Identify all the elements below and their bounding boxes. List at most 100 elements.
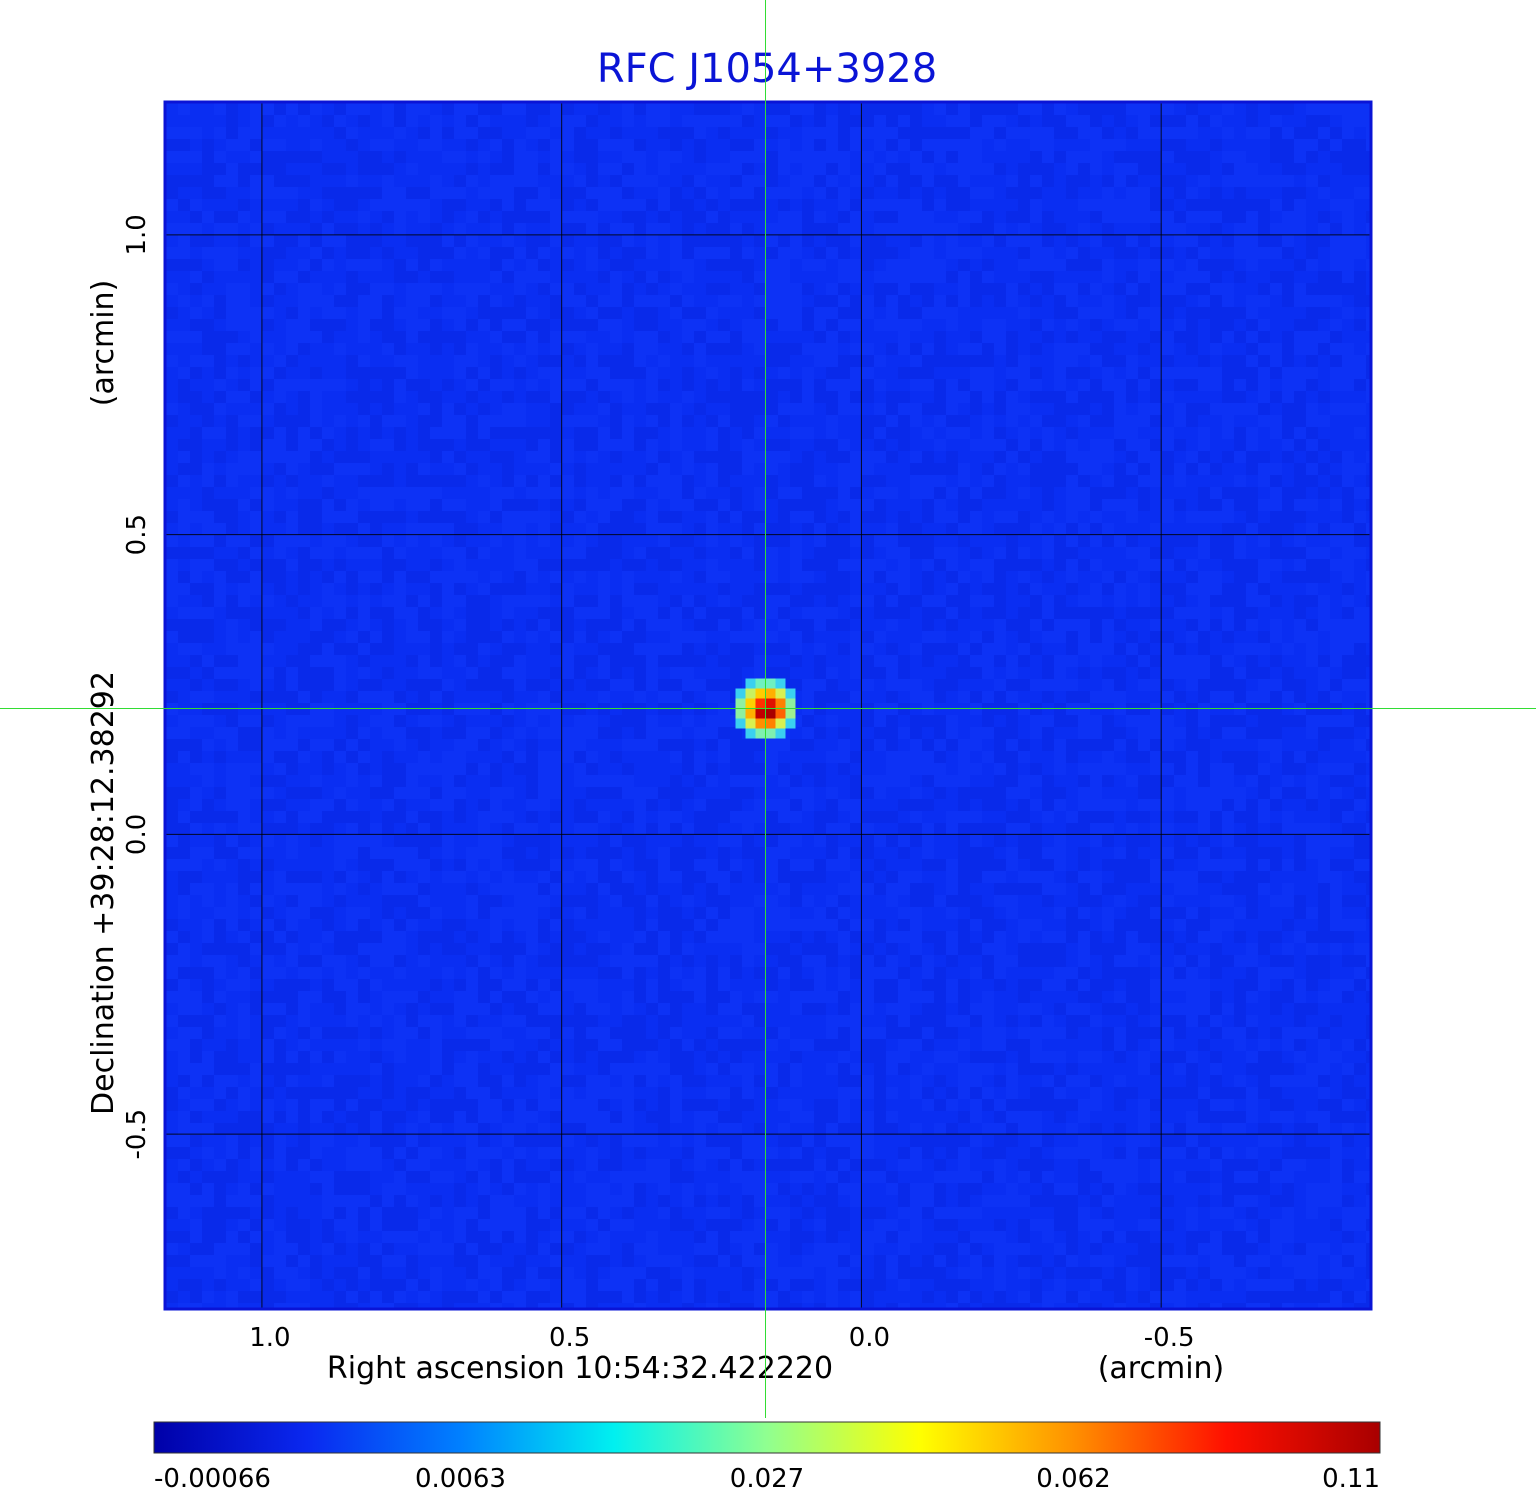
noise-cell: [754, 583, 766, 595]
noise-cell: [1282, 823, 1294, 835]
noise-cell: [406, 235, 418, 247]
noise-cell: [502, 247, 514, 259]
noise-cell: [1306, 943, 1318, 955]
noise-cell: [1126, 943, 1138, 955]
noise-cell: [202, 667, 214, 679]
noise-cell: [1102, 835, 1114, 847]
noise-cell: [658, 403, 670, 415]
noise-cell: [334, 319, 346, 331]
noise-cell: [550, 463, 562, 475]
noise-cell: [502, 187, 514, 199]
noise-cell: [802, 571, 814, 583]
noise-cell: [490, 799, 502, 811]
noise-cell: [1114, 283, 1126, 295]
noise-cell: [994, 895, 1006, 907]
noise-cell: [682, 631, 694, 643]
noise-cell: [394, 487, 406, 499]
noise-cell: [1330, 235, 1342, 247]
noise-cell: [430, 907, 442, 919]
noise-cell: [478, 967, 490, 979]
noise-cell: [1186, 511, 1198, 523]
noise-cell: [1126, 751, 1138, 763]
noise-cell: [778, 355, 790, 367]
noise-cell: [1354, 919, 1366, 931]
noise-cell: [1198, 931, 1210, 943]
noise-cell: [490, 223, 502, 235]
noise-cell: [862, 631, 874, 643]
noise-cell: [1210, 463, 1222, 475]
noise-cell: [250, 319, 262, 331]
noise-cell: [166, 175, 178, 187]
noise-cell: [370, 571, 382, 583]
noise-cell: [190, 751, 202, 763]
noise-cell: [862, 511, 874, 523]
noise-cell: [670, 619, 682, 631]
noise-cell: [946, 355, 958, 367]
noise-cell: [1342, 859, 1354, 871]
noise-cell: [334, 655, 346, 667]
noise-cell: [334, 595, 346, 607]
noise-cell: [1186, 127, 1198, 139]
noise-cell: [682, 643, 694, 655]
noise-cell: [286, 451, 298, 463]
noise-cell: [550, 415, 562, 427]
noise-cell: [1114, 931, 1126, 943]
noise-cell: [406, 595, 418, 607]
noise-cell: [262, 799, 274, 811]
noise-cell: [718, 739, 730, 751]
noise-cell: [706, 691, 718, 703]
noise-cell: [1234, 859, 1246, 871]
noise-cell: [934, 595, 946, 607]
noise-cell: [610, 415, 622, 427]
noise-cell: [334, 619, 346, 631]
noise-cell: [1186, 631, 1198, 643]
noise-cell: [838, 619, 850, 631]
noise-cell: [1102, 415, 1114, 427]
noise-cell: [1198, 631, 1210, 643]
noise-cell: [922, 595, 934, 607]
noise-cell: [454, 151, 466, 163]
noise-cell: [886, 103, 898, 115]
noise-cell: [622, 643, 634, 655]
noise-cell: [826, 247, 838, 259]
noise-cell: [250, 367, 262, 379]
noise-cell: [454, 943, 466, 955]
noise-cell: [1054, 355, 1066, 367]
noise-cell: [262, 259, 274, 271]
noise-cell: [1102, 619, 1114, 631]
noise-cell: [1210, 679, 1222, 691]
noise-cell: [1306, 115, 1318, 127]
noise-cell: [778, 955, 790, 967]
noise-cell: [1054, 763, 1066, 775]
noise-cell: [1198, 919, 1210, 931]
noise-cell: [838, 547, 850, 559]
noise-cell: [1354, 427, 1366, 439]
noise-cell: [442, 763, 454, 775]
noise-cell: [1270, 823, 1282, 835]
noise-cell: [598, 619, 610, 631]
noise-cell: [226, 643, 238, 655]
noise-cell: [658, 355, 670, 367]
noise-cell: [1042, 115, 1054, 127]
noise-cell: [202, 547, 214, 559]
noise-cell: [190, 451, 202, 463]
noise-cell: [1246, 223, 1258, 235]
noise-cell: [886, 547, 898, 559]
noise-cell: [1366, 343, 1371, 355]
noise-cell: [1066, 319, 1078, 331]
noise-cell: [370, 631, 382, 643]
noise-cell: [1126, 127, 1138, 139]
noise-cell: [1030, 319, 1042, 331]
noise-cell: [1066, 631, 1078, 643]
noise-cell: [562, 379, 574, 391]
noise-cell: [1234, 199, 1246, 211]
noise-cell: [418, 199, 430, 211]
noise-cell: [1222, 151, 1234, 163]
noise-cell: [730, 115, 742, 127]
noise-cell: [718, 571, 730, 583]
noise-cell: [958, 799, 970, 811]
noise-cell: [1186, 187, 1198, 199]
noise-cell: [1018, 115, 1030, 127]
noise-cell: [646, 223, 658, 235]
noise-cell: [1222, 955, 1234, 967]
